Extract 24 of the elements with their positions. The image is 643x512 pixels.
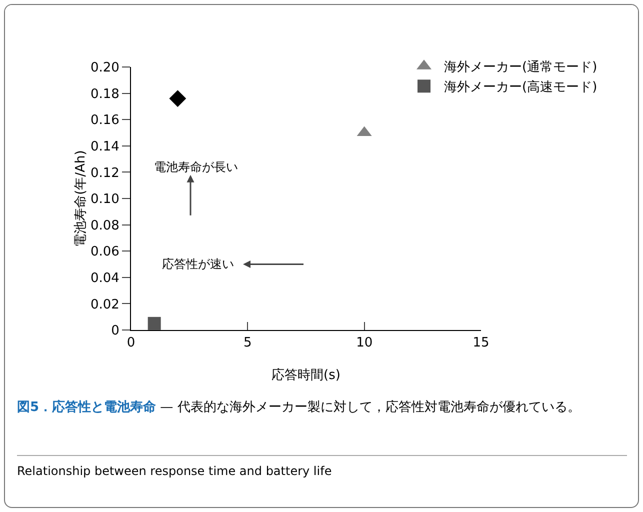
x-tick-label: 10 bbox=[356, 336, 373, 351]
annotation: 応答性が速い bbox=[162, 257, 234, 271]
y-tick-label: 0.08 bbox=[90, 218, 120, 234]
y-axis-title: 電池寿命(年/Ah) bbox=[73, 150, 88, 247]
y-tick-label: 0.10 bbox=[90, 192, 120, 208]
text: — 代表的な海外メーカー製に対して，応答性対電池寿命が優れている。 bbox=[159, 400, 580, 415]
y-tick-label: 0.06 bbox=[90, 244, 120, 260]
x-tick-label: 5 bbox=[244, 336, 252, 351]
legend-label: 海外メーカー(通常モード) bbox=[444, 60, 598, 76]
y-tick-label: 0 bbox=[111, 324, 120, 339]
text: Relationship between response time and battery life bbox=[17, 455, 627, 478]
y-tick-label: 0.14 bbox=[90, 139, 120, 154]
y-tick-label: 0.02 bbox=[90, 297, 120, 312]
y-tick-label: 0.18 bbox=[90, 86, 120, 102]
annotation: 電池寿命が長い bbox=[154, 160, 238, 174]
y-tick-label: 0.16 bbox=[90, 113, 120, 128]
text: 図5．応答性と電池寿命 bbox=[17, 400, 156, 415]
y-tick-label: 0.12 bbox=[90, 166, 120, 181]
x-axis-title: 応答時間(s) bbox=[272, 367, 340, 383]
legend-label: 海外メーカー(高速モード) bbox=[444, 79, 598, 96]
y-tick-label: 0.04 bbox=[90, 270, 120, 286]
x-tick-label: 0 bbox=[126, 336, 136, 351]
x-tick-label: 15 bbox=[472, 336, 490, 351]
y-tick-label: 0.20 bbox=[90, 60, 120, 76]
